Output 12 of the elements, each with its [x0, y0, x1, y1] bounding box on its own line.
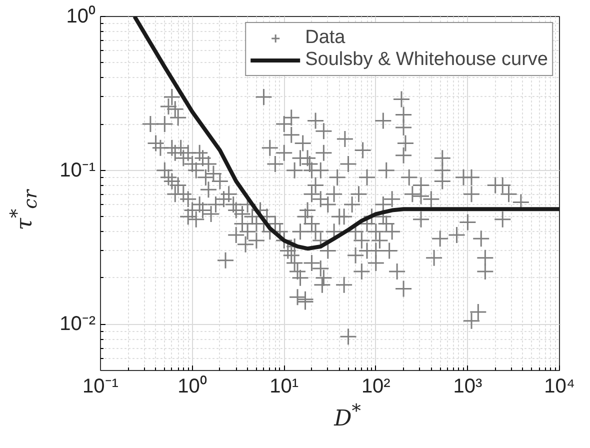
y-tick-label: 10⁻² — [60, 313, 96, 336]
x-tick-label: 10⁴ — [544, 376, 575, 398]
x-tick-label: 10² — [361, 376, 391, 398]
x-tick-label: 10¹ — [270, 376, 299, 398]
x-tick-label: 10⁻¹ — [82, 376, 119, 398]
legend-label: Soulsby & Whitehouse curve — [305, 49, 548, 71]
x-tick-label: 10⁰ — [178, 374, 207, 398]
legend-label: Data — [305, 27, 346, 49]
x-axis-title: D$^{*}$ — [334, 401, 361, 432]
x-tick-label: 10³ — [453, 376, 482, 398]
y-tick-label: 10⁰ — [66, 4, 96, 28]
y-tick-label: 10⁻¹ — [60, 159, 96, 182]
